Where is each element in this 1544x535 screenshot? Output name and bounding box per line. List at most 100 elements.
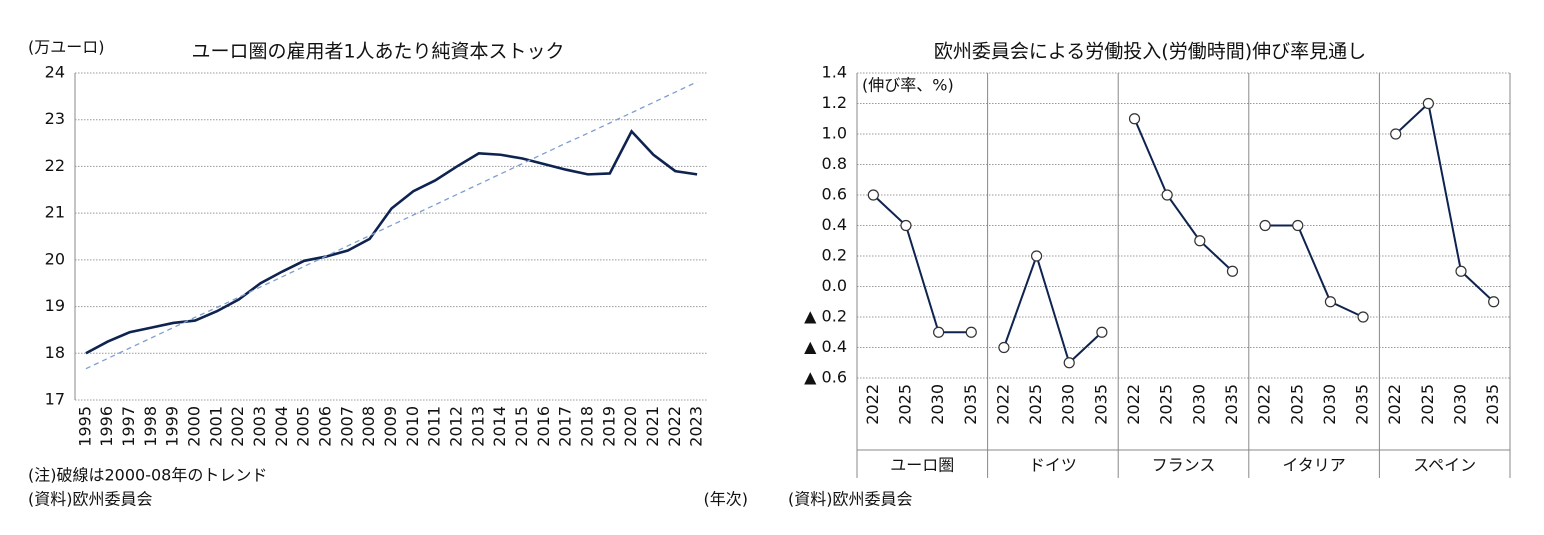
y-unit: (伸び率、%)	[862, 76, 954, 95]
x-tick-label: 1995	[75, 406, 94, 447]
x-tick-label: 2025	[895, 384, 914, 425]
x-tick-label: 2017	[556, 406, 575, 447]
point	[1422, 97, 1434, 110]
y-tick-label: 24	[45, 63, 65, 82]
group-label: イタリア	[1282, 456, 1345, 475]
x-tick-label: 2019	[599, 406, 618, 447]
line	[1133, 118, 1234, 272]
point	[1324, 296, 1337, 308]
chart-title: ユーロ圏の雇用者1人あたり純資本ストック	[191, 41, 564, 63]
point	[1226, 265, 1239, 277]
point	[1488, 296, 1500, 308]
y-tick-label: 22	[45, 156, 65, 175]
point	[998, 341, 1010, 354]
group-label: ユーロ圏	[890, 456, 954, 475]
x-tick-label: 2035	[1222, 384, 1241, 425]
y-tick-label: 23	[45, 109, 65, 128]
x-tick-label: 2020	[621, 406, 640, 447]
y-tick-label: ▲ 0.4	[804, 337, 847, 356]
x-tick-label: 1998	[141, 406, 160, 447]
x-tick-label: 2015	[512, 406, 531, 447]
line	[1265, 224, 1364, 318]
y-tick-label: ▲ 0.2	[804, 307, 847, 326]
x-tick-label: 2030	[1320, 384, 1339, 425]
source: (資料)欧州委員会	[28, 490, 153, 509]
x-tick-label: 2006	[316, 406, 335, 447]
x-tick-label: 2013	[468, 406, 487, 447]
x-tick-label: 2005	[294, 406, 313, 447]
x-tick-label: 2035	[961, 384, 980, 425]
point	[1030, 250, 1043, 262]
point	[1128, 113, 1141, 125]
x-tick-label: 2016	[534, 406, 553, 447]
x-tick-label: 2035	[1091, 384, 1110, 425]
x-tick-label: 1997	[119, 406, 138, 447]
point	[1390, 128, 1402, 140]
point	[1455, 265, 1467, 277]
x-unit: (年次)	[704, 490, 749, 509]
x-tick-label: 2004	[272, 406, 291, 447]
line	[872, 194, 972, 334]
x-tick-label: 2009	[381, 406, 400, 447]
x-tick-label: 2030	[928, 384, 947, 425]
x-tick-label: 2022	[863, 384, 882, 425]
x-tick-label: 2035	[1353, 384, 1372, 425]
point	[1357, 311, 1369, 323]
y-tick-label: 1.0	[822, 124, 847, 143]
line	[1002, 252, 1103, 365]
x-tick-label: 1996	[97, 406, 116, 447]
line	[1395, 101, 1495, 303]
x-tick-label: 2007	[337, 406, 356, 447]
x-tick-label: 2012	[446, 406, 465, 447]
x-tick-label: 2000	[185, 406, 204, 447]
x-tick-label: 2001	[206, 406, 225, 447]
x-tick-label: 2030	[1059, 384, 1078, 425]
group-label: フランス	[1152, 456, 1216, 475]
x-tick-label: 2030	[1451, 384, 1470, 425]
x-tick-label: 2025	[1418, 384, 1437, 425]
x-tick-label: 2021	[643, 406, 662, 447]
source: (資料)欧州委員会	[788, 490, 913, 509]
point	[1194, 235, 1206, 247]
y-tick-label: 18	[45, 343, 65, 362]
note: (注)破線は2000-08年のトレンド	[28, 466, 267, 485]
point	[1292, 219, 1304, 232]
x-tick-label: 2022	[1385, 384, 1404, 425]
y-tick-label: 0.2	[822, 246, 847, 265]
x-tick-label: 2025	[1287, 384, 1306, 425]
y-tick-label: 20	[45, 249, 65, 268]
group-label: スペイン	[1413, 456, 1476, 475]
x-tick-label: 2035	[1483, 384, 1502, 425]
point	[1161, 189, 1173, 201]
point	[1259, 219, 1271, 232]
point	[867, 189, 879, 201]
x-tick-label: 2022	[1255, 384, 1274, 425]
x-tick-label: 2018	[577, 406, 596, 447]
x-tick-label: 2010	[403, 406, 422, 447]
x-tick-label: 2030	[1189, 384, 1208, 425]
x-tick-label: 2011	[425, 406, 444, 447]
y-tick-label: 1.4	[822, 63, 847, 82]
x-tick-label: 2008	[359, 406, 378, 447]
point	[1096, 326, 1108, 338]
y-tick-label: 19	[45, 296, 65, 315]
y-tick-label: 0.0	[822, 276, 847, 295]
y-tick-label: 0.8	[822, 154, 847, 173]
point	[965, 326, 977, 338]
y-unit: (万ユーロ)	[28, 38, 105, 57]
x-tick-label: 2014	[490, 406, 509, 447]
point	[1063, 357, 1075, 369]
x-tick-label: 2025	[1026, 384, 1045, 425]
group-label: ドイツ	[1029, 456, 1077, 475]
chart-title: 欧州委員会による労働投入(労働時間)伸び率見通し	[934, 41, 1366, 63]
x-tick-label: 2025	[1157, 384, 1176, 425]
y-tick-label: 0.6	[822, 185, 847, 204]
y-tick-label: 1.2	[822, 93, 847, 112]
x-tick-label: 2022	[1124, 384, 1143, 425]
x-tick-label: 2022	[993, 384, 1012, 425]
x-tick-label: 1999	[163, 406, 182, 447]
x-tick-label: 2022	[665, 406, 684, 447]
y-tick-label: 17	[45, 390, 65, 409]
x-tick-label: 2003	[250, 406, 269, 447]
